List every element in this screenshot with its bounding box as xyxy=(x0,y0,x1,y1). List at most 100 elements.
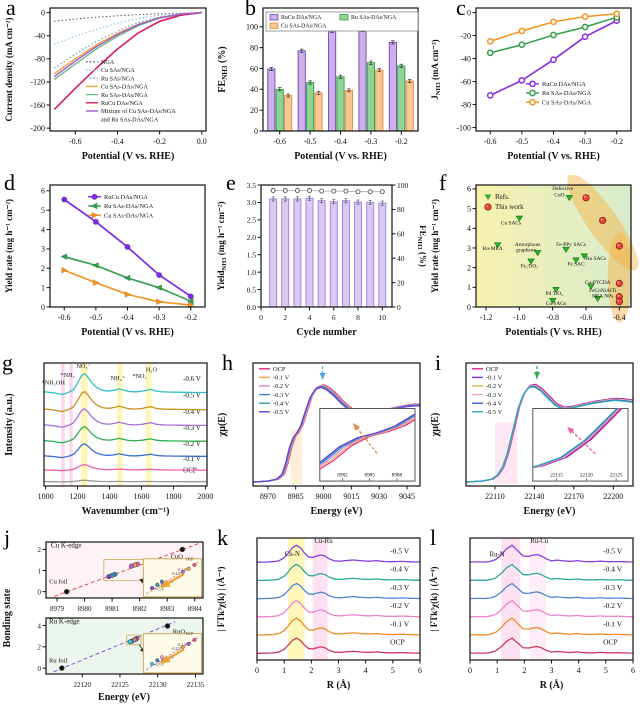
svg-text:1: 1 xyxy=(38,567,42,575)
svg-text:-0.4 V: -0.4 V xyxy=(603,565,623,574)
svg-text:-0.5 V: -0.5 V xyxy=(154,587,164,591)
svg-text:Energy (eV): Energy (eV) xyxy=(98,692,150,703)
svg-text:YieldNH3 (mg h⁻¹ cm⁻²): YieldNH3 (mg h⁻¹ cm⁻²) xyxy=(216,201,228,290)
svg-text:*NH₂: *NH₂ xyxy=(61,372,75,379)
svg-text:-0.6: -0.6 xyxy=(484,137,497,146)
svg-text:Cu foil: Cu foil xyxy=(49,579,67,586)
svg-text:0: 0 xyxy=(41,303,45,312)
svg-text:FENH3 (%): FENH3 (%) xyxy=(217,46,229,92)
panel-letter-b: b xyxy=(245,0,256,20)
panel-letter-h: h xyxy=(222,350,233,375)
svg-text:Cu SAs-DAs/NGA: Cu SAs-DAs/NGA xyxy=(281,24,327,30)
svg-text:-80: -80 xyxy=(34,55,45,64)
svg-text:0: 0 xyxy=(41,8,45,17)
svg-text:8985: 8985 xyxy=(288,492,304,501)
svg-text:-0.4: -0.4 xyxy=(334,137,347,146)
svg-text:9015: 9015 xyxy=(343,492,359,501)
svg-text:Ru SAs-DAs/NGA: Ru SAs-DAs/NGA xyxy=(101,93,148,99)
svg-text:Current density (mA cm⁻²): Current density (mA cm⁻²) xyxy=(4,17,14,121)
svg-text:9000: 9000 xyxy=(316,492,332,501)
svg-text:22125: 22125 xyxy=(111,681,129,689)
svg-text:-0.2: -0.2 xyxy=(153,137,166,146)
panel-e-chart: 0 2 4 6 8 10 0.0 0.5 1.0 1.5 2.0 2.5 3.0 3.5 0 20 40 60 80… xyxy=(216,181,426,338)
svg-text:8: 8 xyxy=(356,313,360,322)
svg-text:5: 5 xyxy=(41,206,45,215)
svg-text:-0.5 V: -0.5 V xyxy=(183,391,201,399)
svg-text:8970: 8970 xyxy=(260,492,276,501)
svg-text:2: 2 xyxy=(522,666,526,675)
panel-k-chart: OCP -0.1 V -0.2 V -0.3 V -0.4 V -0.5 V 0 1 2 3 4 5 6… xyxy=(216,537,422,691)
panel-c-chart: -0.6 -0.5 -0.4 -0.3 -0.2 0 -20 -40 -60 -80 -100 Pot… xyxy=(430,7,632,162)
svg-text:Pd TiO₂: Pd TiO₂ xyxy=(546,291,563,297)
panel-b-chart: -0.6 -0.5 -0.4 -0.3 -0.2 0 20 40 60 80 100 Potentia… xyxy=(217,7,419,162)
panel-d: d -0.6 -0.5 -0.4 -0.3 -0.2 0 1 2 3 4 5 6 Potential (… xyxy=(0,170,213,355)
svg-text:CuO: CuO xyxy=(554,192,564,198)
panel-letter-k: k xyxy=(217,525,228,550)
svg-text:-0.8: -0.8 xyxy=(546,313,559,322)
svg-text:-0.3: -0.3 xyxy=(365,137,378,146)
svg-text:-0.3: -0.3 xyxy=(153,313,166,322)
svg-text:1800: 1800 xyxy=(165,492,181,501)
svg-text:Ru foil: Ru foil xyxy=(49,657,67,664)
panel-f-chart: -1.2 -1.0 -0.8 -0.6 -0.4 0 1 2 3 4 5 6 Potentials (V… xyxy=(430,175,639,338)
svg-text:9030: 9030 xyxy=(371,492,387,501)
svg-text:Ru-Cu: Ru-Cu xyxy=(530,538,549,545)
svg-text:Potential (V vs. RHE): Potential (V vs. RHE) xyxy=(82,151,175,162)
svg-text:3: 3 xyxy=(337,666,341,675)
svg-text:-0.4 V: -0.4 V xyxy=(390,565,410,574)
panel-i-chart: 22110 22140 22170 22200 Energy (eV) χμ(E) OCP -… xyxy=(430,362,634,517)
svg-text:8983: 8983 xyxy=(160,605,175,613)
svg-text:80: 80 xyxy=(397,205,405,214)
svg-text:-0.2 V: -0.2 V xyxy=(183,440,201,448)
svg-text:Bonding state: Bonding state xyxy=(2,588,13,647)
svg-text:-20: -20 xyxy=(460,31,471,40)
svg-text:-0.6: -0.6 xyxy=(69,137,82,146)
svg-text:8980: 8980 xyxy=(78,605,93,613)
svg-text:-0.4: -0.4 xyxy=(613,313,626,322)
svg-text:-160: -160 xyxy=(30,101,45,110)
svg-text:-0.1 V: -0.1 V xyxy=(486,375,503,382)
svg-text:Cu SAs-DAs/NGA: Cu SAs-DAs/NGA xyxy=(101,85,148,91)
svg-text:-40: -40 xyxy=(34,32,45,41)
svg-text:3: 3 xyxy=(467,244,471,253)
panel-letter-c: c xyxy=(456,0,466,20)
svg-text:1000: 1000 xyxy=(38,492,54,501)
svg-text:Defective: Defective xyxy=(552,185,574,192)
panel-c: c -0.6 -0.5 -0.4 -0.3 -0.2 0 -20 -40 -60 -80 -100 P… xyxy=(426,0,640,175)
svg-text:-0.4: -0.4 xyxy=(121,313,134,322)
svg-text:0: 0 xyxy=(467,8,471,17)
svg-text:2.0: 2.0 xyxy=(247,233,257,242)
svg-text:2: 2 xyxy=(467,263,471,272)
svg-text:| FTk³χ(k) | (Å⁻⁴): | FTk³χ(k) | (Å⁻⁴) xyxy=(216,566,226,631)
svg-text:Yield rate (mg h⁻¹ cm⁻²): Yield rate (mg h⁻¹ cm⁻²) xyxy=(430,199,440,293)
svg-text:-0.3: -0.3 xyxy=(579,137,592,146)
svg-text:0: 0 xyxy=(38,665,42,673)
svg-text:JNH3 (mA cm⁻²): JNH3 (mA cm⁻²) xyxy=(430,39,442,99)
svg-text:1: 1 xyxy=(41,283,45,292)
svg-text:100: 100 xyxy=(397,181,409,190)
svg-text:22170: 22170 xyxy=(564,492,584,501)
panel-k: k OCP -0.1 V -0.2 V -0.3 V -0.4 V -0.5 V 0 1 2 3 4… xyxy=(213,525,426,704)
svg-text:6: 6 xyxy=(418,666,422,675)
svg-text:100: 100 xyxy=(246,23,258,32)
svg-text:8988: 8988 xyxy=(392,473,403,479)
svg-text:Potential (V vs. RHE): Potential (V vs. RHE) xyxy=(294,151,387,162)
svg-text:-0.5: -0.5 xyxy=(304,137,317,146)
svg-text:Refs.: Refs. xyxy=(495,193,510,201)
svg-text:Ru SAs-DAs/NGA: Ru SAs-DAs/NGA xyxy=(542,90,592,97)
svg-text:Cu-PTCDA: Cu-PTCDA xyxy=(585,280,611,286)
svg-text:6: 6 xyxy=(41,187,45,196)
svg-text:0.5: 0.5 xyxy=(247,285,257,294)
svg-text:Energy (eV): Energy (eV) xyxy=(311,506,363,517)
svg-text:| FTk³χ(k) | (Å⁻⁴): | FTk³χ(k) | (Å⁻⁴) xyxy=(429,566,439,631)
svg-text:-0.1 V: -0.1 V xyxy=(273,375,290,382)
svg-text:-0.5 V: -0.5 V xyxy=(390,546,410,555)
svg-text:6: 6 xyxy=(631,666,635,675)
svg-text:χμ(E): χμ(E) xyxy=(217,413,228,438)
svg-text:0.0: 0.0 xyxy=(247,303,257,312)
svg-text:graphene: graphene xyxy=(516,248,536,254)
svg-text:-0.2: -0.2 xyxy=(610,137,623,146)
svg-text:60: 60 xyxy=(397,230,405,239)
svg-text:Mixture of Cu SAs-DAs/NGA: Mixture of Cu SAs-DAs/NGA xyxy=(101,108,176,115)
